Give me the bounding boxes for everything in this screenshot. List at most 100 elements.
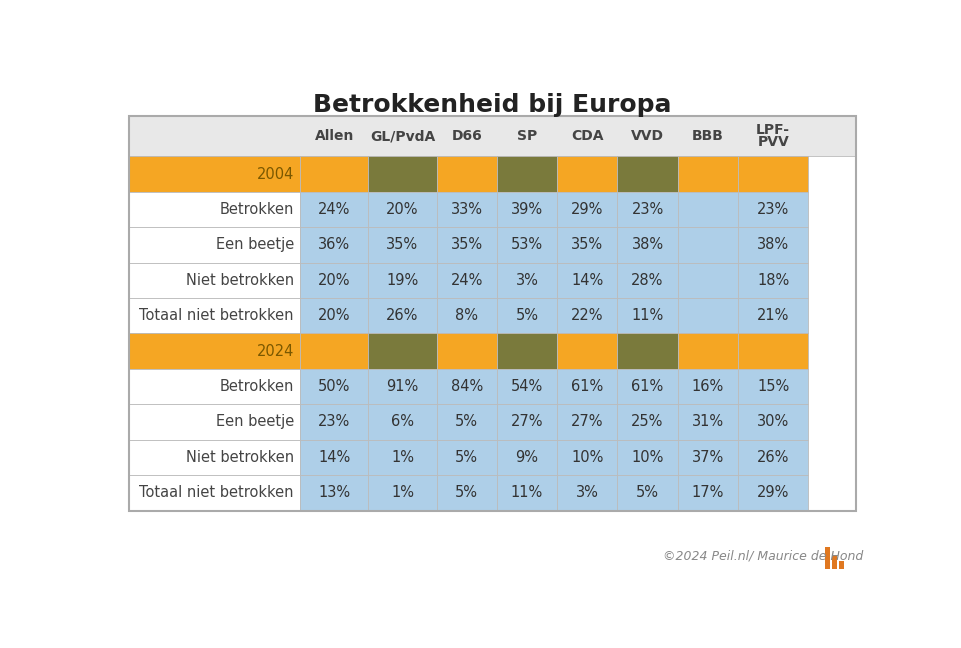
Bar xyxy=(368,369,436,404)
Bar xyxy=(497,334,557,369)
Text: CDA: CDA xyxy=(571,130,604,143)
Text: 53%: 53% xyxy=(511,237,543,252)
Text: BBB: BBB xyxy=(692,130,724,143)
Text: 61%: 61% xyxy=(631,379,664,394)
Text: 31%: 31% xyxy=(692,415,724,430)
Text: 23%: 23% xyxy=(757,202,789,217)
Text: 5%: 5% xyxy=(456,485,479,500)
Bar xyxy=(497,262,557,298)
Bar xyxy=(497,439,557,475)
Bar xyxy=(436,369,497,404)
Bar xyxy=(497,298,557,334)
Bar xyxy=(300,262,368,298)
Bar xyxy=(825,548,830,569)
Bar xyxy=(300,156,368,192)
Text: 24%: 24% xyxy=(318,202,351,217)
Text: 26%: 26% xyxy=(386,308,419,323)
Text: 35%: 35% xyxy=(571,237,604,252)
Bar xyxy=(497,227,557,262)
Bar xyxy=(617,227,678,262)
Text: 1%: 1% xyxy=(391,485,414,500)
Bar xyxy=(130,156,300,192)
Bar xyxy=(617,298,678,334)
Bar xyxy=(678,369,738,404)
Text: 20%: 20% xyxy=(318,308,351,323)
Bar xyxy=(839,561,844,569)
Bar xyxy=(678,334,738,369)
Text: 10%: 10% xyxy=(631,450,664,465)
Text: 84%: 84% xyxy=(451,379,482,394)
Text: 11%: 11% xyxy=(511,485,543,500)
Text: Totaal niet betrokken: Totaal niet betrokken xyxy=(139,308,294,323)
Text: 27%: 27% xyxy=(510,415,543,430)
Text: 35%: 35% xyxy=(386,237,419,252)
Bar xyxy=(436,298,497,334)
Bar xyxy=(497,156,557,192)
Bar xyxy=(368,298,436,334)
Bar xyxy=(368,334,436,369)
Bar xyxy=(130,262,300,298)
Text: 2004: 2004 xyxy=(257,167,294,181)
Bar xyxy=(368,156,436,192)
Text: 20%: 20% xyxy=(318,273,351,288)
Text: 54%: 54% xyxy=(511,379,543,394)
Bar xyxy=(738,192,808,227)
Text: Betrokken: Betrokken xyxy=(219,379,294,394)
Bar xyxy=(678,227,738,262)
Text: 23%: 23% xyxy=(631,202,664,217)
Text: 2024: 2024 xyxy=(257,343,294,358)
Text: GL/PvdA: GL/PvdA xyxy=(370,130,435,143)
Text: 15%: 15% xyxy=(757,379,789,394)
Text: 10%: 10% xyxy=(571,450,604,465)
Text: 1%: 1% xyxy=(391,450,414,465)
Bar xyxy=(436,262,497,298)
Bar xyxy=(557,298,617,334)
Bar xyxy=(557,369,617,404)
Bar xyxy=(738,439,808,475)
Bar xyxy=(617,439,678,475)
Bar xyxy=(617,156,678,192)
Bar xyxy=(557,439,617,475)
Text: 14%: 14% xyxy=(571,273,604,288)
Bar xyxy=(436,227,497,262)
Bar xyxy=(436,156,497,192)
Bar xyxy=(436,439,497,475)
Bar xyxy=(300,404,368,439)
Bar xyxy=(130,192,300,227)
Bar xyxy=(678,298,738,334)
Text: 36%: 36% xyxy=(318,237,350,252)
Bar xyxy=(617,192,678,227)
Text: 29%: 29% xyxy=(757,485,789,500)
Text: Niet betrokken: Niet betrokken xyxy=(185,273,294,288)
Text: 5%: 5% xyxy=(456,415,479,430)
Text: 5%: 5% xyxy=(515,308,538,323)
Text: 8%: 8% xyxy=(456,308,479,323)
Text: 5%: 5% xyxy=(456,450,479,465)
Bar xyxy=(678,475,738,511)
Bar xyxy=(738,156,808,192)
Text: 3%: 3% xyxy=(576,485,599,500)
Text: LPF-: LPF- xyxy=(756,123,790,137)
Bar xyxy=(130,116,855,511)
Bar xyxy=(300,475,368,511)
Text: 14%: 14% xyxy=(318,450,351,465)
Text: 16%: 16% xyxy=(692,379,724,394)
Bar xyxy=(678,156,738,192)
Bar xyxy=(738,298,808,334)
Text: 23%: 23% xyxy=(318,415,351,430)
Text: 33%: 33% xyxy=(451,202,482,217)
Text: Een beetje: Een beetje xyxy=(215,415,294,430)
Bar xyxy=(617,334,678,369)
Text: 5%: 5% xyxy=(636,485,659,500)
Bar xyxy=(832,555,837,569)
Bar xyxy=(130,475,300,511)
Bar xyxy=(300,334,368,369)
Text: 28%: 28% xyxy=(631,273,664,288)
Text: 29%: 29% xyxy=(571,202,604,217)
Text: 91%: 91% xyxy=(386,379,419,394)
Bar xyxy=(130,334,300,369)
Text: 3%: 3% xyxy=(515,273,538,288)
Bar xyxy=(557,192,617,227)
Text: ©2024 Peil.nl/ Maurice de Hond: ©2024 Peil.nl/ Maurice de Hond xyxy=(663,550,863,563)
Bar xyxy=(497,475,557,511)
